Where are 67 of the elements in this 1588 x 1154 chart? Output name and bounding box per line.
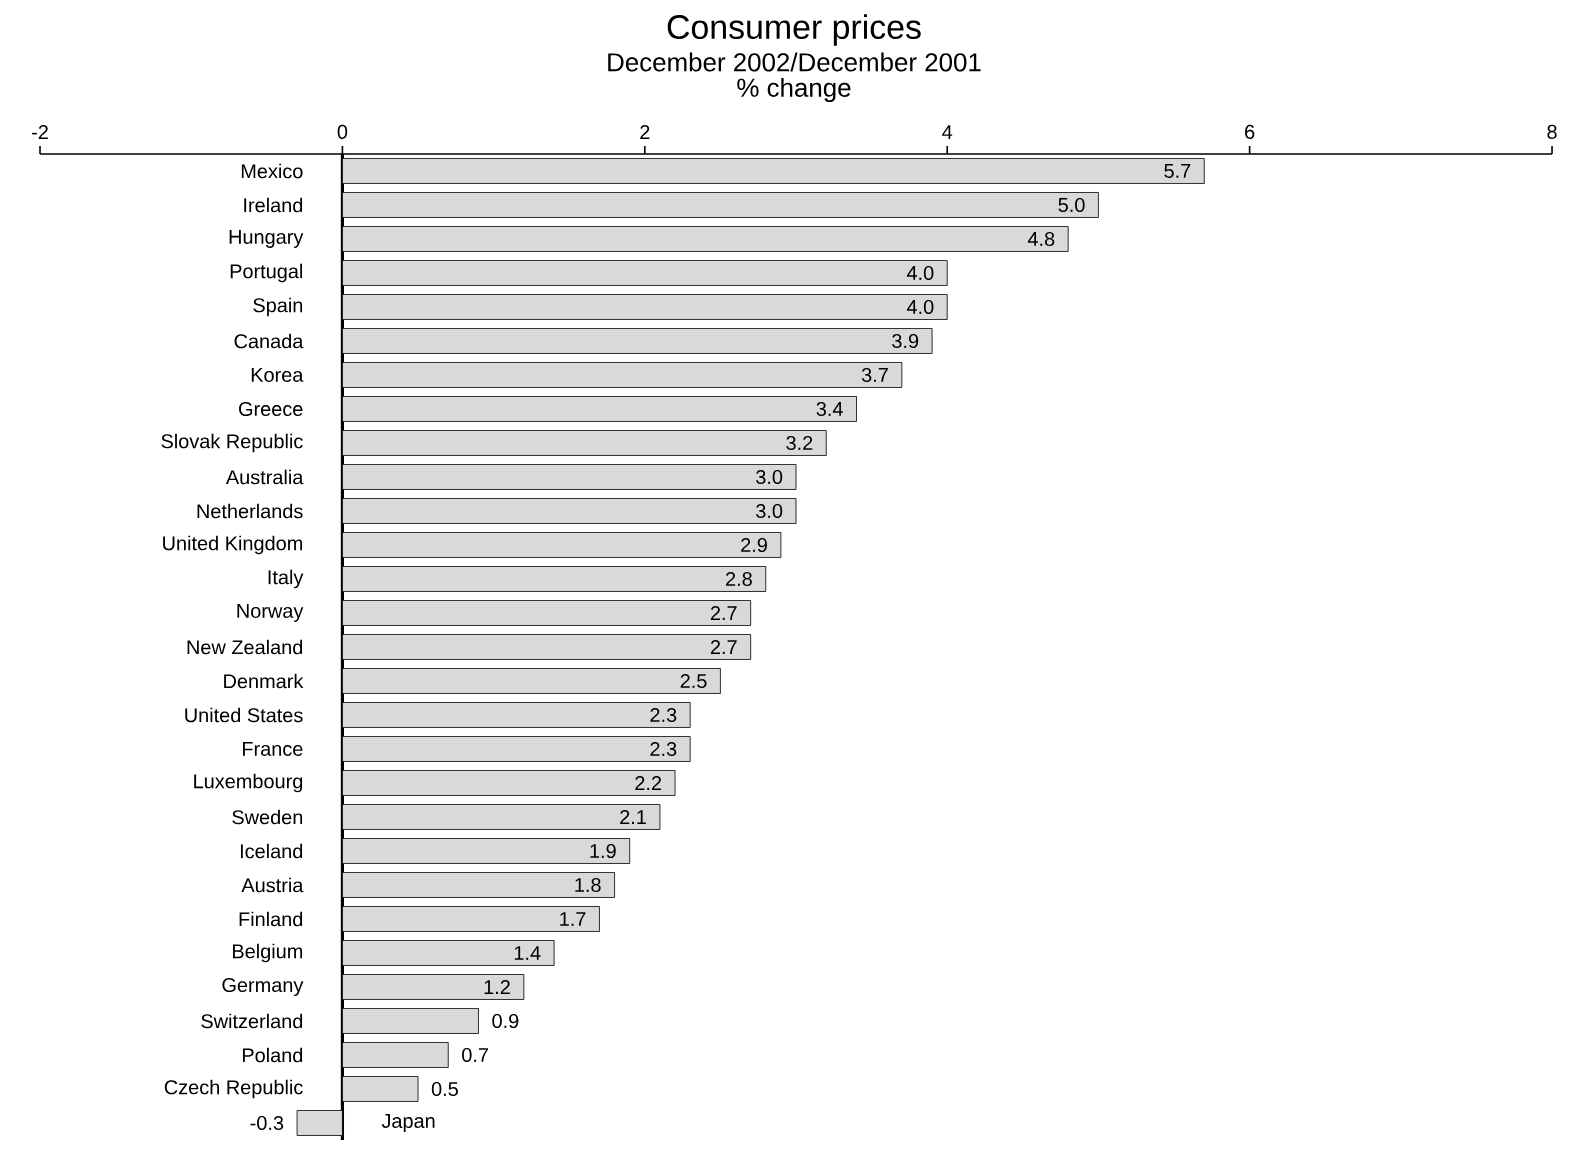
y-tick-label: Luxembourg (194, 773, 303, 793)
data-label: 2.5 (680, 673, 707, 689)
data-label: 2.9 (741, 537, 767, 553)
y-tick-label: United Kingdom (163, 535, 303, 555)
data-label: 5.7 (1164, 164, 1191, 178)
y-tick-label: Canada (234, 333, 304, 349)
data-label: 2.7 (710, 606, 737, 620)
y-tick-label: Japan (381, 1114, 435, 1132)
data-label: 3.4 (816, 401, 843, 417)
y-tick-label: Mexico (241, 163, 303, 179)
y-tick-label: New Zealand (187, 639, 303, 655)
y-tick-label: Netherlands (197, 503, 303, 519)
data-label: 2.2 (635, 776, 662, 790)
data-label: 3.9 (892, 333, 919, 349)
data-label: 4.0 (906, 265, 934, 281)
x-tick-label: 0 (337, 124, 348, 139)
data-label: 2.7 (710, 640, 737, 654)
x-tick-label: 8 (1547, 124, 1557, 139)
data-label: 1.4 (514, 946, 541, 960)
data-label: 3.7 (861, 367, 888, 383)
data-label: 2.8 (726, 571, 752, 587)
data-label: 2.3 (650, 741, 677, 757)
y-tick-label: Hungary (229, 230, 304, 248)
y-tick-label: Belgium (233, 943, 303, 963)
y-tick-label: Portugal (230, 263, 303, 283)
y-tick-label: Korea (251, 368, 304, 382)
x-tick-label: 2 (640, 125, 650, 139)
data-label: 4.8 (1027, 231, 1055, 247)
y-tick-label: Greece (239, 401, 303, 417)
y-tick-label: Australia (225, 469, 304, 485)
chart-subtitle: December 2002/December 2001 (608, 52, 981, 72)
data-label: 2.3 (650, 707, 677, 723)
x-tick-label: 4 (942, 125, 953, 139)
y-tick-label: Italy (268, 569, 304, 589)
data-label: 5.0 (1058, 197, 1085, 213)
y-tick-label: Spain (253, 297, 303, 317)
data-label: 0.9 (492, 1013, 519, 1029)
data-label: 1.2 (484, 980, 510, 994)
data-label: 4.0 (906, 299, 934, 315)
data-label: 2.1 (620, 810, 646, 824)
y-tick-label: Slovak Republic (161, 433, 303, 453)
y-tick-label: Germany (222, 977, 304, 997)
x-tick-label: -2 (32, 125, 48, 139)
y-tick-label: Austria (241, 877, 304, 893)
y-tick-label: Ireland (244, 197, 303, 213)
y-tick-label: United States (185, 707, 303, 723)
y-tick-label: Norway (237, 604, 304, 622)
data-label: 1.8 (575, 877, 601, 893)
data-label: 3.0 (756, 503, 783, 519)
data-label: 3.2 (786, 435, 813, 451)
y-tick-label: Denmark (224, 673, 304, 689)
data-label: 0.7 (462, 1047, 488, 1063)
x-tick-label: 6 (1245, 124, 1255, 139)
data-label: -0.3 (250, 1115, 284, 1131)
y-tick-label: Sweden (232, 809, 303, 825)
x-axis-title: % change (737, 77, 851, 103)
y-tick-label: France (242, 742, 303, 756)
y-tick-label: Poland (242, 1047, 303, 1063)
data-label: 0.5 (431, 1081, 458, 1097)
data-label: 3.0 (756, 469, 783, 485)
y-tick-label: Czech Republic (164, 1079, 303, 1099)
y-tick-label: Switzerland (201, 1013, 303, 1029)
y-tick-label: Finland (239, 911, 303, 927)
chart-title: Consumer prices (667, 14, 921, 46)
data-label: 1.7 (560, 912, 586, 926)
data-label: 1.9 (590, 843, 616, 859)
y-tick-label: Iceland (240, 843, 303, 859)
